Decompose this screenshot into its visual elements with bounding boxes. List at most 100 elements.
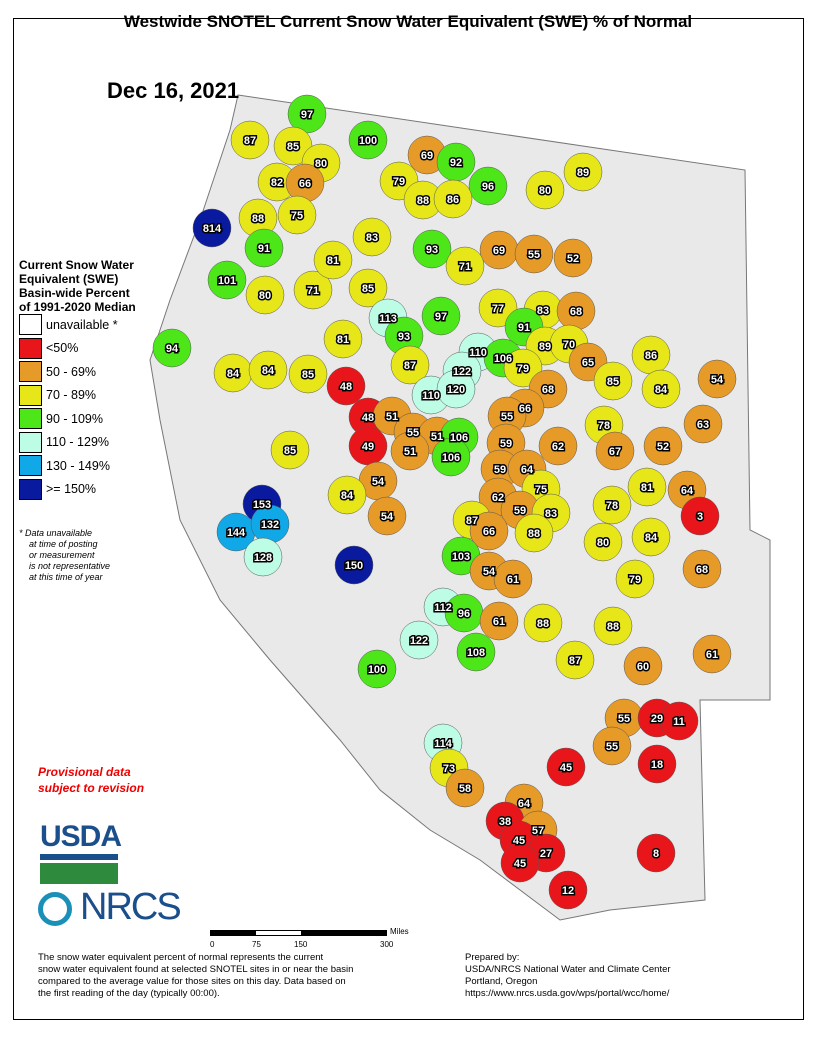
basin-area — [692, 634, 732, 674]
basin-value-label: 68 — [696, 564, 708, 576]
basin-value-label: 12 — [562, 885, 574, 897]
basin-value-label: 80 — [539, 185, 551, 197]
basin-area — [479, 601, 519, 641]
basin-value-label: 78 — [598, 420, 610, 432]
basin-value-label: 60 — [637, 661, 649, 673]
basin-area — [367, 496, 407, 536]
basin-value-label: 97 — [301, 109, 313, 121]
basin-area — [468, 166, 508, 206]
basin-value-label: 27 — [540, 848, 552, 860]
basin-area — [277, 195, 317, 235]
basin-value-label: 86 — [645, 350, 657, 362]
basin-value-label: 52 — [567, 253, 579, 265]
scale-bar: Miles 0 75 150 300 — [210, 927, 409, 949]
basin-value-label: 79 — [517, 363, 529, 375]
basin-area — [348, 268, 388, 308]
basin-value-label: 52 — [657, 441, 669, 453]
basin-area — [469, 511, 509, 551]
basin-area — [348, 120, 388, 160]
website-link[interactable]: https://www.nrcs.usda.gov/wps/portal/wcc… — [465, 988, 670, 999]
prepared-line: Portland, Oregon — [465, 976, 538, 987]
basin-area — [399, 620, 439, 660]
basin-value-label: 51 — [404, 446, 416, 458]
basin-value-label: 11 — [673, 716, 685, 728]
legend-item: 70 - 89% — [19, 384, 96, 406]
basin-value-label: 61 — [493, 616, 505, 628]
description: The snow water equivalent percent of nor… — [38, 952, 418, 1000]
basin-value-label: 112 — [434, 602, 452, 614]
description-line: compared to the average value for those … — [38, 976, 346, 987]
basin-value-label: 59 — [494, 464, 506, 476]
basin-value-label: 88 — [537, 618, 549, 630]
basin-area — [245, 275, 285, 315]
basin-value-label: 55 — [407, 427, 419, 439]
basin-area — [514, 234, 554, 274]
basin-value-label: 88 — [417, 195, 429, 207]
basin-value-label: 77 — [492, 303, 504, 315]
basin-value-label: 93 — [398, 331, 410, 343]
legend-item: 90 - 109% — [19, 408, 103, 429]
basin-value-label: 150 — [345, 560, 363, 572]
basin-area — [683, 404, 723, 444]
legend-label: unavailable * — [46, 317, 118, 332]
basin-value-label: 63 — [697, 419, 709, 431]
basin-area — [288, 354, 328, 394]
legend-swatch — [19, 337, 42, 359]
description-line: the first reading of the day (typically … — [38, 988, 220, 999]
basin-value-label: 132 — [261, 519, 279, 531]
basin-value-label: 62 — [492, 492, 504, 504]
basin-value-label: 87 — [569, 655, 581, 667]
basin-area — [431, 437, 471, 477]
basin-value-label: 51 — [386, 411, 398, 423]
basin-value-label: 61 — [706, 649, 718, 661]
basin-value-label: 120 — [447, 384, 465, 396]
basin-area — [503, 348, 543, 388]
legend-note: * Data unavailable at time of posting or… — [19, 528, 110, 583]
basin-value-label: 59 — [500, 438, 512, 450]
basin-area — [500, 843, 540, 883]
legend-swatch — [19, 408, 42, 429]
basin-area — [615, 559, 655, 599]
basin-value-label: 71 — [459, 261, 471, 273]
legend-item: >= 150% — [19, 478, 96, 500]
prepared-line: Prepared by: — [465, 952, 520, 963]
legend-swatch — [19, 455, 42, 476]
basin-value-label: 64 — [681, 485, 694, 497]
basin-value-label: 79 — [629, 574, 641, 586]
basin-value-label: 101 — [218, 275, 236, 287]
scale-tick: 75 — [252, 940, 261, 949]
basin-area — [327, 475, 367, 515]
basin-value-label: 100 — [359, 135, 377, 147]
basin-value-label: 69 — [493, 245, 505, 257]
basin-area — [230, 120, 270, 160]
basin-area — [270, 430, 310, 470]
basin-area — [313, 240, 353, 280]
basin-value-label: 45 — [513, 835, 525, 847]
basin-value-label: 55 — [501, 411, 513, 423]
basin-value-label: 54 — [483, 566, 496, 578]
description-line: The snow water equivalent percent of nor… — [38, 952, 324, 963]
basin-value-label: 85 — [287, 141, 299, 153]
prepared-line: USDA/NRCS National Water and Climate Cen… — [465, 964, 671, 975]
basin-area — [593, 606, 633, 646]
basin-value-label: 85 — [607, 376, 619, 388]
basin-value-label: 70 — [563, 339, 575, 351]
provisional-line: Provisional data — [38, 765, 131, 779]
basin-value-label: 96 — [482, 181, 494, 193]
basin-value-label: 87 — [404, 360, 416, 372]
basin-value-label: 96 — [458, 608, 470, 620]
usda-logo: USDA — [40, 820, 122, 884]
basin-value-label: 83 — [366, 232, 378, 244]
basin-value-label: 71 — [307, 285, 319, 297]
basin-area — [553, 238, 593, 278]
basin-value-label: 86 — [447, 194, 459, 206]
basin-value-label: 55 — [528, 249, 540, 261]
basin-area — [445, 768, 485, 808]
basin-value-label: 18 — [651, 759, 663, 771]
description-line: snow water equivalent found at selected … — [38, 964, 354, 975]
basin-area — [243, 537, 283, 577]
basin-value-label: 106 — [442, 452, 460, 464]
basin-area — [244, 228, 284, 268]
legend-item: 110 - 129% — [19, 431, 109, 453]
